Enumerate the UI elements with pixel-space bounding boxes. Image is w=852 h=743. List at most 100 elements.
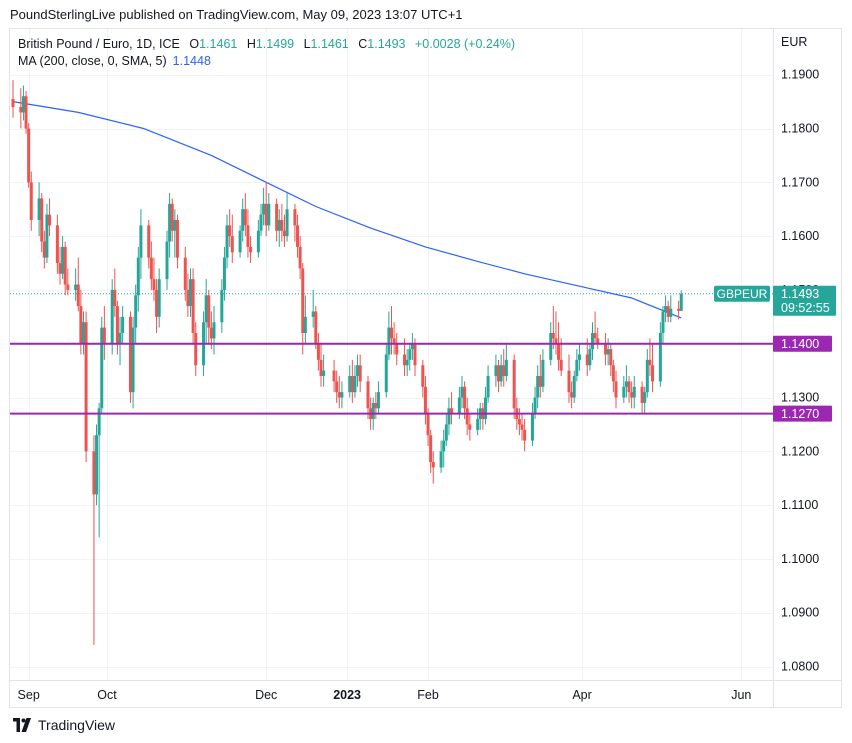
candle (630, 381, 634, 409)
candle (677, 300, 681, 320)
candle (37, 182, 41, 237)
candle (661, 306, 665, 344)
y-tick-label: 1.1800 (781, 122, 819, 136)
symbol-badge-label: GBPEUR (717, 287, 768, 301)
x-tick-label: Oct (97, 688, 117, 702)
candle (658, 322, 662, 387)
level-label: 1.1270 (781, 407, 819, 421)
candle (194, 322, 198, 377)
candle (189, 268, 193, 317)
candle (204, 279, 208, 344)
x-tick-label: Jun (731, 688, 751, 702)
candle (374, 392, 378, 420)
candle (645, 349, 649, 398)
candle (486, 365, 490, 403)
candle (356, 354, 360, 387)
candle (431, 451, 435, 484)
candle (572, 370, 576, 403)
candle (296, 214, 300, 258)
candle (567, 354, 571, 403)
candle (410, 332, 414, 360)
footer-brand[interactable]: TradingView (38, 717, 116, 733)
candle (61, 236, 65, 280)
candle (387, 311, 391, 360)
x-tick-label: Feb (417, 688, 439, 702)
candle (29, 171, 33, 231)
y-tick-label: 1.1200 (781, 444, 819, 458)
candle (332, 359, 336, 393)
candle (165, 230, 169, 290)
candle (155, 279, 159, 333)
candle (173, 209, 177, 258)
ma-line (12, 101, 682, 319)
candle (408, 343, 412, 371)
last-price-label: 1.1493 (781, 287, 819, 301)
candle (429, 429, 433, 473)
candle (450, 392, 454, 425)
candle (666, 300, 670, 323)
legend-close-key: C (358, 37, 368, 51)
y-tick-label: 1.1600 (781, 229, 819, 243)
legend-ma-label[interactable]: MA (200, close, 0, SMA, 5) (18, 54, 167, 68)
candle (222, 246, 226, 301)
candle (220, 279, 224, 333)
candle (95, 424, 99, 506)
candle (614, 370, 618, 409)
candle (520, 413, 524, 441)
candle (640, 381, 644, 414)
candle (376, 381, 380, 414)
candle (483, 386, 487, 425)
candle (40, 193, 44, 253)
candle (63, 241, 67, 296)
candle (575, 349, 579, 382)
candle (170, 198, 174, 242)
candle (207, 289, 211, 344)
candle (358, 354, 362, 393)
candle (66, 268, 70, 296)
candle (606, 338, 610, 366)
candle (530, 402, 534, 446)
candle (622, 376, 626, 403)
publisher-line: PoundSterlingLive published on TradingVi… (10, 7, 463, 22)
candle (570, 381, 574, 409)
candle (384, 343, 388, 398)
candle (285, 193, 289, 242)
candle (81, 311, 85, 355)
candle (131, 316, 135, 409)
candle (102, 306, 106, 360)
candle (538, 354, 542, 398)
candle (460, 376, 464, 409)
candle (554, 311, 558, 355)
candle (55, 214, 59, 274)
candle (84, 311, 88, 463)
candle (243, 193, 247, 237)
candle (669, 295, 673, 323)
candle (442, 429, 446, 468)
candle (191, 268, 195, 344)
candle (42, 230, 46, 269)
candle (353, 365, 357, 398)
chart-legend: British Pound / Euro, 1D, ICE O1.1461 H1… (18, 36, 515, 70)
legend-ma-value: 1.1448 (172, 54, 211, 68)
candle (395, 332, 399, 366)
candle (256, 219, 260, 258)
candle (58, 246, 62, 285)
candle (494, 354, 498, 387)
candle (115, 300, 119, 355)
candle (577, 343, 581, 371)
candle (536, 365, 540, 409)
candle (609, 343, 613, 377)
candle (611, 359, 615, 393)
candle (476, 408, 480, 436)
candle (45, 203, 49, 264)
last-price-box (773, 285, 836, 316)
legend-symbol[interactable]: British Pound / Euro, 1D, ICE (18, 37, 180, 51)
candle (439, 440, 443, 473)
candle (444, 413, 448, 446)
candle (392, 322, 396, 355)
candle (632, 376, 636, 409)
candle (301, 263, 305, 355)
candle (21, 85, 25, 121)
candle (465, 397, 469, 436)
